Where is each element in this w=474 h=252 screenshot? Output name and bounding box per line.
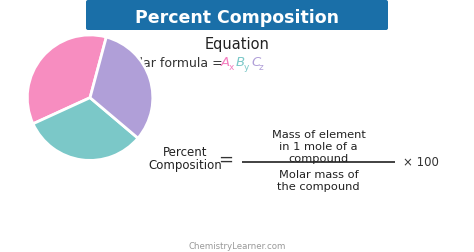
Text: Percent Composition: Percent Composition — [135, 9, 339, 27]
Text: Molar mass of: Molar mass of — [279, 169, 358, 179]
Text: in 1 mole of a: in 1 mole of a — [279, 141, 358, 151]
Text: Mass of element: Mass of element — [272, 130, 365, 139]
Text: Composition: Composition — [148, 158, 222, 171]
Text: ChemistryLearner.com: ChemistryLearner.com — [188, 241, 286, 250]
Text: Percent: Percent — [163, 145, 207, 158]
Text: C: C — [251, 55, 260, 68]
Text: Equation: Equation — [205, 36, 269, 51]
Text: compound: compound — [288, 153, 348, 163]
Wedge shape — [27, 36, 106, 124]
Wedge shape — [33, 98, 138, 161]
Text: y: y — [244, 62, 249, 71]
Text: the compound: the compound — [277, 181, 360, 191]
FancyBboxPatch shape — [86, 1, 388, 31]
Wedge shape — [90, 38, 153, 139]
Text: x: x — [229, 62, 234, 71]
Text: × 100: × 100 — [403, 156, 439, 169]
Text: =: = — [219, 150, 234, 168]
Text: A: A — [221, 55, 230, 68]
Text: B: B — [236, 55, 245, 68]
Text: Molecular formula =: Molecular formula = — [95, 56, 227, 69]
Text: z: z — [259, 62, 264, 71]
